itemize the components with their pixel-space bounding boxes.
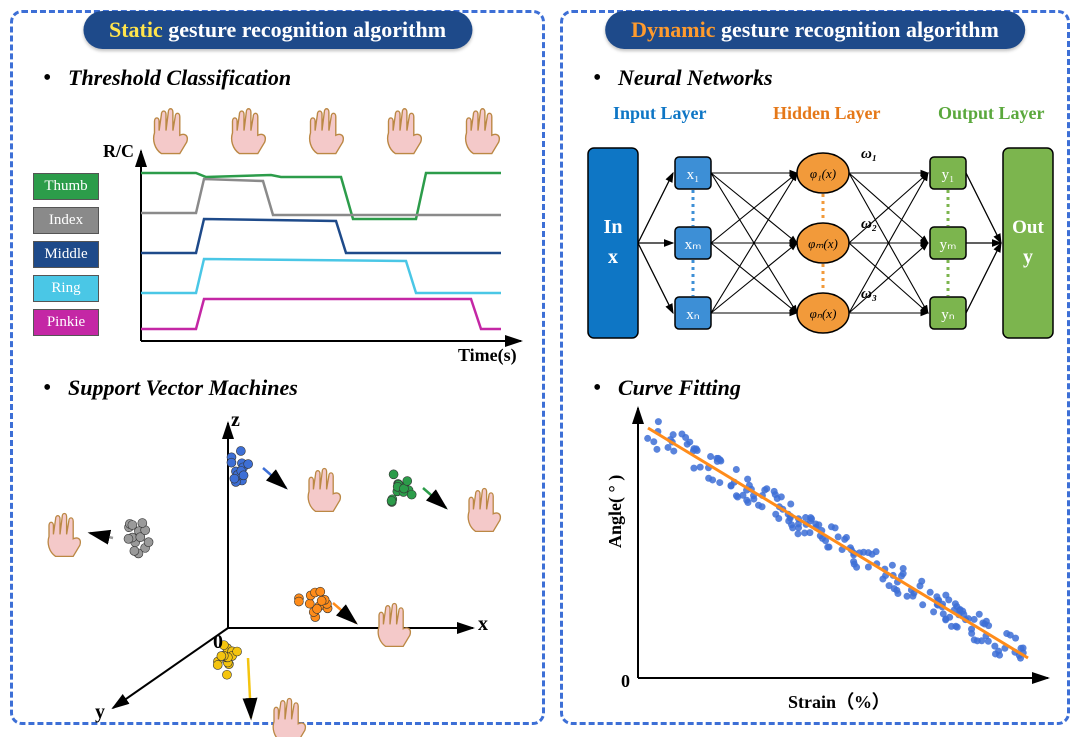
threshold-chart: [141, 161, 531, 361]
bullet-icon: •: [43, 375, 51, 402]
right-panel: Dynamic gesture recognition algorithm • …: [560, 10, 1070, 725]
subhead-threshold: Threshold Classification: [68, 65, 291, 91]
curve-y-label: Angle( ° ): [605, 475, 626, 548]
nn-output-label: Output Layer: [938, 103, 1045, 124]
svm-chart: [43, 408, 538, 713]
svm-z: z: [231, 409, 240, 432]
curve-x-label: Strain（%）: [788, 688, 890, 714]
right-banner-hl: Dynamic: [631, 17, 715, 42]
bullet-icon: •: [43, 65, 51, 92]
svg-text:In: In: [604, 216, 623, 238]
svg-text:φₙ(x): φₙ(x): [810, 306, 837, 321]
curve-origin: 0: [621, 671, 630, 692]
bullet-icon: •: [593, 375, 601, 402]
left-banner: Static gesture recognition algorithm: [83, 11, 472, 49]
svg-text:x₁: x₁: [687, 167, 700, 183]
svg-text:x: x: [608, 246, 618, 268]
svg-text:ω₁: ω₁: [861, 146, 877, 162]
svg-text:y₁: y₁: [942, 167, 955, 183]
subhead-svm: Support Vector Machines: [68, 375, 298, 401]
left-banner-rest: gesture recognition algorithm: [163, 17, 446, 42]
curve-chart: [628, 408, 1058, 698]
finger-label-pinkie: Pinkie: [33, 309, 99, 336]
subhead-curve: Curve Fitting: [618, 375, 741, 401]
x-axis-label: Time(s): [458, 345, 517, 366]
svg-text:φ₁(x): φ₁(x): [810, 166, 836, 181]
y-axis-label: R/C: [103, 141, 134, 162]
finger-label-index: Index: [33, 207, 99, 234]
right-banner: Dynamic gesture recognition algorithm: [605, 11, 1025, 49]
subhead-nn: Neural Networks: [618, 65, 773, 91]
svm-y: y: [95, 701, 105, 724]
nn-input-label: Input Layer: [613, 103, 707, 124]
left-banner-hl: Static: [109, 17, 163, 42]
left-panel: Static gesture recognition algorithm • T…: [10, 10, 545, 725]
gesture-row-icons: [133, 99, 513, 161]
svg-text:ω₃: ω₃: [861, 286, 877, 302]
svm-origin: 0: [213, 631, 223, 654]
svg-text:xₙ: xₙ: [686, 307, 700, 323]
finger-label-ring: Ring: [33, 275, 99, 302]
svg-text:ω₂: ω₂: [861, 216, 877, 232]
svg-text:y: y: [1023, 246, 1033, 268]
svg-text:yₙ: yₙ: [941, 307, 955, 323]
svg-text:xₘ: xₘ: [685, 237, 702, 253]
right-banner-rest: gesture recognition algorithm: [716, 17, 999, 42]
bullet-icon: •: [593, 65, 601, 92]
nn-hidden-label: Hidden Layer: [773, 103, 881, 124]
svg-text:yₘ: yₘ: [940, 237, 957, 253]
svm-x: x: [478, 613, 488, 636]
svg-text:Out: Out: [1012, 217, 1044, 238]
nn-diagram: In x Out y x₁ xₘ xₙ φ₁(x) ω₁ φₘ(x) ω₂ φₙ(x) ω₃ y₁ yₘ yₙ: [588, 128, 1058, 368]
svg-text:φₘ(x): φₘ(x): [808, 236, 838, 251]
finger-label-thumb: Thumb: [33, 173, 99, 200]
finger-label-middle: Middle: [33, 241, 99, 268]
